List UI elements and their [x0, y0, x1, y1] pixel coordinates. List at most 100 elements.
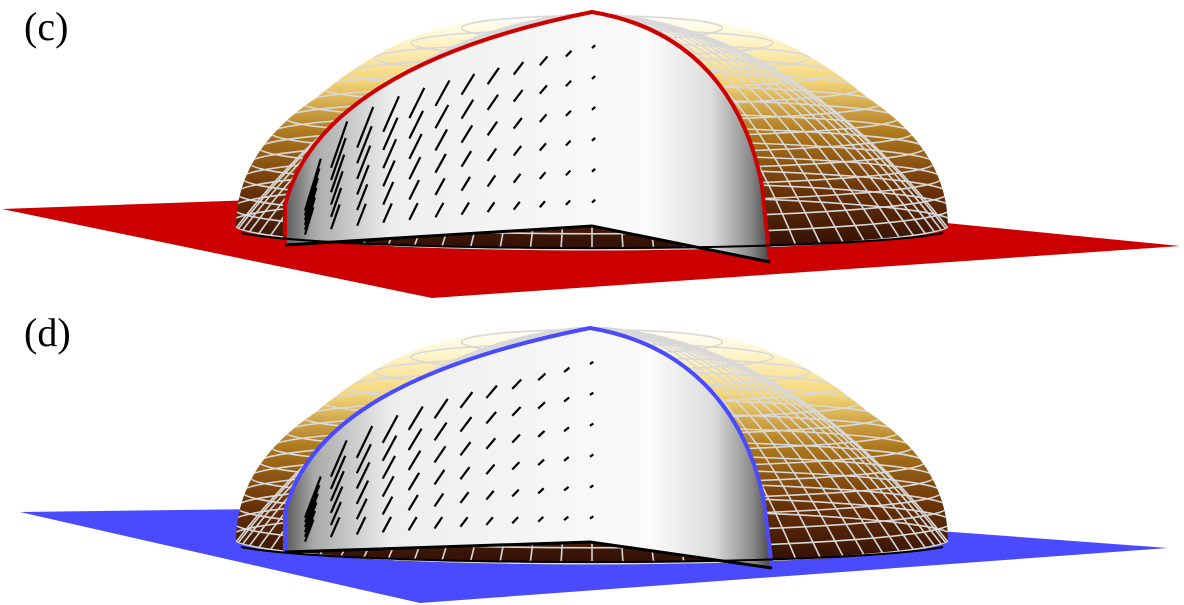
velocity-arrow	[356, 183, 369, 211]
velocity-arrow	[486, 94, 499, 111]
velocity-arrow	[408, 133, 423, 160]
velocity-arrow	[330, 187, 343, 218]
velocity-arrow	[381, 496, 394, 515]
cut-base-edge	[284, 540, 773, 570]
velocity-arrow	[407, 450, 422, 471]
velocity-arrow	[538, 171, 547, 180]
velocity-arrow	[329, 470, 345, 502]
velocity-arrow	[589, 453, 594, 458]
velocity-arrow	[303, 501, 318, 533]
velocity-arrow	[486, 147, 498, 162]
velocity-arrow	[563, 515, 570, 521]
velocity-arrow	[433, 445, 447, 464]
velocity-arrow	[486, 201, 496, 213]
velocity-arrow	[459, 466, 471, 480]
velocity-arrow	[330, 121, 349, 169]
velocity-arrow	[330, 170, 344, 205]
velocity-arrow	[591, 44, 596, 49]
velocity-arrow	[355, 425, 374, 459]
velocity-arrow	[591, 137, 596, 142]
velocity-arrow	[460, 99, 475, 120]
velocity-arrow	[537, 516, 545, 523]
profile-curve	[283, 325, 774, 569]
velocity-arrow	[537, 458, 545, 466]
velocity-arrow	[459, 391, 474, 409]
velocity-arrow	[460, 124, 474, 144]
velocity-arrow	[355, 516, 367, 535]
velocity-arrow	[511, 516, 519, 525]
velocity-arrow	[565, 50, 573, 58]
velocity-arrow	[459, 516, 469, 528]
velocity-arrow	[303, 168, 321, 216]
velocity-arrow	[512, 89, 524, 103]
velocity-arrow	[563, 426, 570, 433]
velocity-arrow	[434, 177, 446, 196]
dome-base-edge	[240, 546, 944, 563]
panel-label: (d)	[24, 310, 71, 355]
velocity-arrow	[512, 61, 525, 76]
velocity-arrow	[356, 164, 370, 195]
velocity-arrow	[459, 491, 470, 504]
velocity-arrow	[538, 200, 546, 208]
velocity-arrow	[485, 463, 496, 475]
cut-base-edge	[284, 224, 771, 264]
velocity-arrow	[589, 422, 594, 427]
velocity-arrow	[537, 372, 547, 382]
velocity-arrow	[329, 516, 341, 538]
velocity-arrow	[589, 515, 594, 520]
panel-label: (c)	[24, 4, 68, 49]
velocity-arrow	[303, 158, 322, 211]
velocity-arrow	[330, 137, 347, 181]
velocity-arrow	[460, 176, 471, 192]
velocity-arrow	[382, 117, 399, 151]
velocity-arrow	[329, 455, 347, 490]
velocity-arrow	[537, 401, 546, 410]
velocity-arrow	[355, 498, 368, 520]
cut-face	[285, 328, 772, 568]
velocity-arrow	[591, 75, 596, 80]
velocity-arrow	[303, 197, 316, 231]
velocity-arrow	[433, 492, 445, 508]
velocity-arrow	[303, 206, 315, 235]
velocity-arrow	[433, 421, 448, 442]
velocity-arrow	[329, 440, 348, 478]
velocity-arrow	[591, 167, 596, 173]
panel-d: (d)	[20, 310, 1168, 603]
velocity-arrow	[355, 480, 370, 505]
velocity-arrow	[589, 391, 594, 396]
velocity-arrow	[512, 117, 523, 130]
velocity-arrow	[356, 145, 372, 180]
velocity-arrow	[485, 411, 497, 425]
velocity-arrow	[356, 203, 367, 227]
velocity-arrow	[382, 202, 393, 224]
velocity-arrow	[382, 160, 396, 187]
velocity-arrow	[355, 443, 372, 474]
velocity-arrow	[408, 202, 419, 221]
velocity-arrow	[589, 484, 594, 489]
velocity-arrow	[434, 104, 450, 129]
velocity-arrow	[407, 516, 418, 531]
velocity-arrow	[486, 174, 497, 188]
velocity-arrow	[511, 461, 521, 471]
velocity-arrow	[486, 120, 499, 137]
velocity-arrow	[329, 486, 344, 514]
velocity-arrow	[565, 109, 572, 117]
velocity-arrow	[565, 139, 572, 147]
velocity-arrow	[434, 79, 451, 107]
velocity-arrow	[382, 138, 398, 169]
velocity-arrow	[485, 490, 495, 501]
velocity-arrow	[303, 187, 318, 226]
velocity-arrow	[433, 469, 446, 486]
velocity-arrow	[460, 202, 470, 216]
velocity-arrow	[538, 84, 548, 95]
velocity-arrow	[381, 516, 393, 533]
velocity-arrow	[434, 153, 447, 174]
panel-c: (c)	[2, 4, 1180, 298]
velocity-arrow	[460, 150, 473, 168]
velocity-arrow	[330, 204, 341, 230]
velocity-arrow	[591, 106, 596, 111]
velocity-arrow	[408, 156, 422, 180]
velocity-arrow	[434, 202, 445, 218]
velocity-arrow	[512, 145, 523, 157]
velocity-arrow	[382, 181, 395, 205]
